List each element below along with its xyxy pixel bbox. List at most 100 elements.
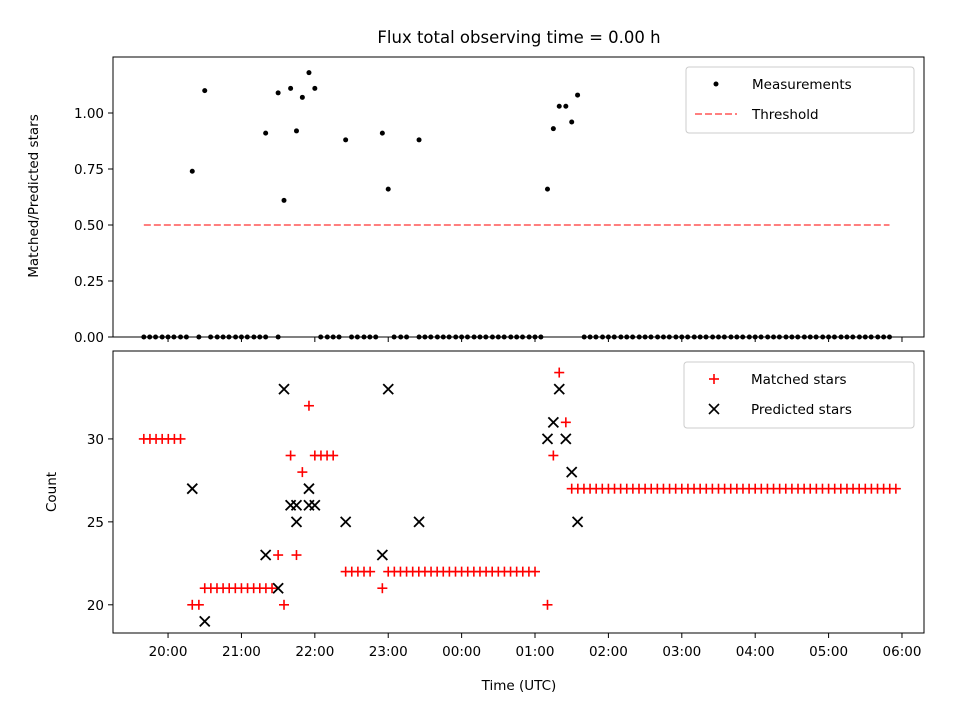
predicted-star-marker <box>340 516 352 528</box>
predicted-star-marker <box>376 549 388 561</box>
measurement-point <box>765 334 771 340</box>
matched-star-marker <box>554 367 565 378</box>
legend-marker-predicted <box>708 403 720 415</box>
measurement-point <box>330 334 336 340</box>
top-panel: 0.00 0.25 0.50 0.75 1.00 <box>74 56 925 346</box>
measurement-point <box>710 334 716 340</box>
measurement-point <box>758 334 764 340</box>
plot-frame <box>112 350 925 634</box>
y-tick-label: 0.75 <box>74 162 104 178</box>
y-tick-label: 20 <box>87 598 104 614</box>
x-tick-label: 06:00 <box>883 644 922 660</box>
predicted-star-stroke <box>413 516 425 528</box>
measurement-point <box>728 334 734 340</box>
predicted-star-marker <box>303 483 315 495</box>
predicted-star-stroke <box>303 483 315 495</box>
measurement-point <box>648 334 654 340</box>
measurement-point <box>189 168 195 174</box>
measurement-point <box>856 334 862 340</box>
measurement-point <box>740 334 746 340</box>
matched-star-marker <box>175 433 186 444</box>
legend-marker-measurements <box>713 81 719 87</box>
measurement-point <box>483 334 489 340</box>
measurement-point <box>385 186 391 192</box>
y-tick-label: 0.50 <box>74 218 104 234</box>
measurement-point <box>293 128 299 134</box>
measurement-point <box>600 334 606 340</box>
measurement-point <box>844 334 850 340</box>
measurement-point <box>734 334 740 340</box>
measurement-point <box>660 334 666 340</box>
measurement-point <box>251 334 257 340</box>
matched-star-marker <box>530 566 541 577</box>
predicted-star-stroke <box>290 499 303 511</box>
matched-star-marker <box>285 450 296 461</box>
predicted-star-marker <box>413 516 425 528</box>
predicted-star-marker <box>560 433 572 445</box>
measurement-point <box>477 334 483 340</box>
measurement-point <box>367 334 373 340</box>
measurement-point <box>544 186 550 192</box>
measurement-point <box>373 334 379 340</box>
measurement-point <box>281 197 287 203</box>
measurement-point <box>453 334 459 340</box>
matched-star-marker <box>328 450 339 461</box>
measurement-point <box>263 130 269 136</box>
y-tick-label: 0.00 <box>74 330 104 346</box>
measurement-point <box>826 334 832 340</box>
measurement-point <box>697 334 703 340</box>
x-tick-label: 00:00 <box>442 644 481 660</box>
x-tick-label: 04:00 <box>736 644 775 660</box>
measurement-point <box>673 334 679 340</box>
measurement-point <box>183 334 189 340</box>
measurement-point <box>379 130 385 136</box>
measurement-point <box>171 334 177 340</box>
predicted-star-stroke <box>309 499 321 511</box>
measurement-point <box>336 334 342 340</box>
measurement-point <box>550 126 556 132</box>
measurement-point <box>318 334 324 340</box>
measurement-point <box>703 334 709 340</box>
matched-star-marker <box>548 450 559 461</box>
predicted-star-marker <box>566 466 578 478</box>
measurement-point <box>324 334 330 340</box>
measurement-point <box>434 334 440 340</box>
bottom-y-axis-label: Count <box>44 472 60 512</box>
measurement-point <box>655 334 661 340</box>
measurement-point <box>813 334 819 340</box>
predicted-star-stroke <box>199 615 211 628</box>
predicted-star-stroke <box>376 549 388 561</box>
measurement-point <box>343 137 349 143</box>
measurement-point <box>398 334 404 340</box>
measurement-point <box>147 334 153 340</box>
y-tick-label: 30 <box>87 432 104 448</box>
measurement-point <box>299 94 305 100</box>
predicted-star-marker <box>290 516 303 528</box>
measurement-point <box>752 334 758 340</box>
measurement-point <box>153 334 159 340</box>
x-tick-label: 20:00 <box>149 644 188 660</box>
measurement-point <box>306 70 312 76</box>
measurement-point <box>575 92 581 98</box>
measurement-point <box>783 334 789 340</box>
measurement-point <box>605 334 611 340</box>
x-tick-label: 23:00 <box>369 644 408 660</box>
x-axis-label: Time (UTC) <box>481 678 557 694</box>
predicted-star-marker <box>571 516 584 528</box>
measurement-point <box>404 334 410 340</box>
predicted-star-stroke <box>541 433 554 445</box>
measurement-point <box>275 334 281 340</box>
measurement-point <box>642 334 648 340</box>
top-legend-frame <box>685 66 915 134</box>
x-tick-label: 02:00 <box>589 644 628 660</box>
measurement-point <box>244 334 250 340</box>
measurement-point <box>238 334 244 340</box>
measurement-point <box>556 103 562 109</box>
measurement-point <box>495 334 501 340</box>
measurement-point <box>838 334 844 340</box>
measurement-point <box>850 334 856 340</box>
measurement-point <box>746 334 752 340</box>
matched-star-marker <box>365 566 376 577</box>
measurement-point <box>666 334 672 340</box>
